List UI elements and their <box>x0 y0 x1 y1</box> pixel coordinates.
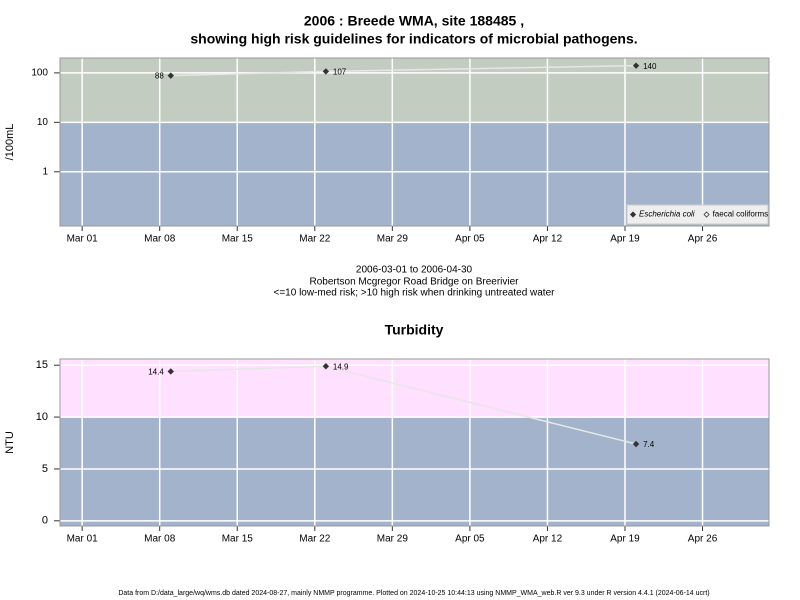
x-tick-label: Apr 26 <box>688 234 718 245</box>
value-label: 88 <box>155 72 164 81</box>
y-tick-label: 100 <box>31 68 48 79</box>
data-point <box>167 368 174 375</box>
y-tick-label: 10 <box>36 411 48 423</box>
x-tick-label: Mar 08 <box>144 534 176 545</box>
x-tick-label: Apr 26 <box>688 534 718 545</box>
data-point <box>322 363 330 370</box>
band-below <box>60 417 769 526</box>
chart-title: showing high risk guidelines for indicat… <box>190 31 637 47</box>
caption: <=10 low-med risk; >10 high risk when dr… <box>274 288 556 299</box>
legend-marker <box>703 211 710 218</box>
x-tick-label: Apr 19 <box>610 534 640 545</box>
data-point <box>322 68 330 75</box>
x-tick-label: Mar 01 <box>67 234 99 245</box>
x-tick-label: Mar 08 <box>144 234 176 245</box>
x-tick-label: Mar 15 <box>222 534 254 545</box>
band-above <box>60 58 769 123</box>
y-tick-label: 1 <box>42 166 48 177</box>
caption: 2006-03-01 to 2006-04-30 <box>356 265 473 276</box>
legend-marker <box>629 211 637 218</box>
y-axis-label: /100mL <box>4 124 16 161</box>
plot-border <box>59 358 770 527</box>
chart-title: 2006 : Breede WMA, site 188485 , <box>304 13 524 29</box>
footer: Data from D:/data_large/wq/wms.db dated … <box>118 590 709 597</box>
data-point <box>632 440 640 448</box>
value-label: 140 <box>643 62 657 71</box>
value-label: 14.4 <box>148 368 164 377</box>
x-tick-label: Mar 29 <box>377 234 409 245</box>
data-point <box>167 72 174 79</box>
chart-title: Turbidity <box>385 322 444 338</box>
x-tick-label: Apr 12 <box>533 234 563 245</box>
y-tick-label: 0 <box>42 515 48 527</box>
x-tick-label: Apr 05 <box>455 234 485 245</box>
x-tick-label: Apr 12 <box>533 534 563 545</box>
legend-box <box>626 204 769 225</box>
y-tick-label: 5 <box>42 463 48 475</box>
x-tick-label: Mar 22 <box>299 234 331 245</box>
data-point <box>632 62 640 69</box>
x-tick-label: Apr 19 <box>610 234 640 245</box>
x-tick-label: Apr 05 <box>455 534 485 545</box>
value-label: 14.9 <box>333 362 349 371</box>
caption: Robertson Mcgregor Road Bridge on Breeri… <box>310 277 520 288</box>
value-label: 107 <box>333 68 347 77</box>
y-axis-label: NTU <box>4 431 16 454</box>
y-tick-label: 10 <box>37 117 49 128</box>
legend-label: Escherichia coli <box>639 210 695 219</box>
value-label: 7.4 <box>643 440 655 449</box>
x-tick-label: Mar 15 <box>222 234 254 245</box>
x-tick-label: Mar 22 <box>299 534 331 545</box>
y-tick-label: 15 <box>36 359 48 371</box>
x-tick-label: Mar 29 <box>377 534 409 545</box>
plot-border <box>59 57 770 227</box>
x-tick-label: Mar 01 <box>67 534 99 545</box>
legend-label: faecal coliforms <box>713 210 769 219</box>
